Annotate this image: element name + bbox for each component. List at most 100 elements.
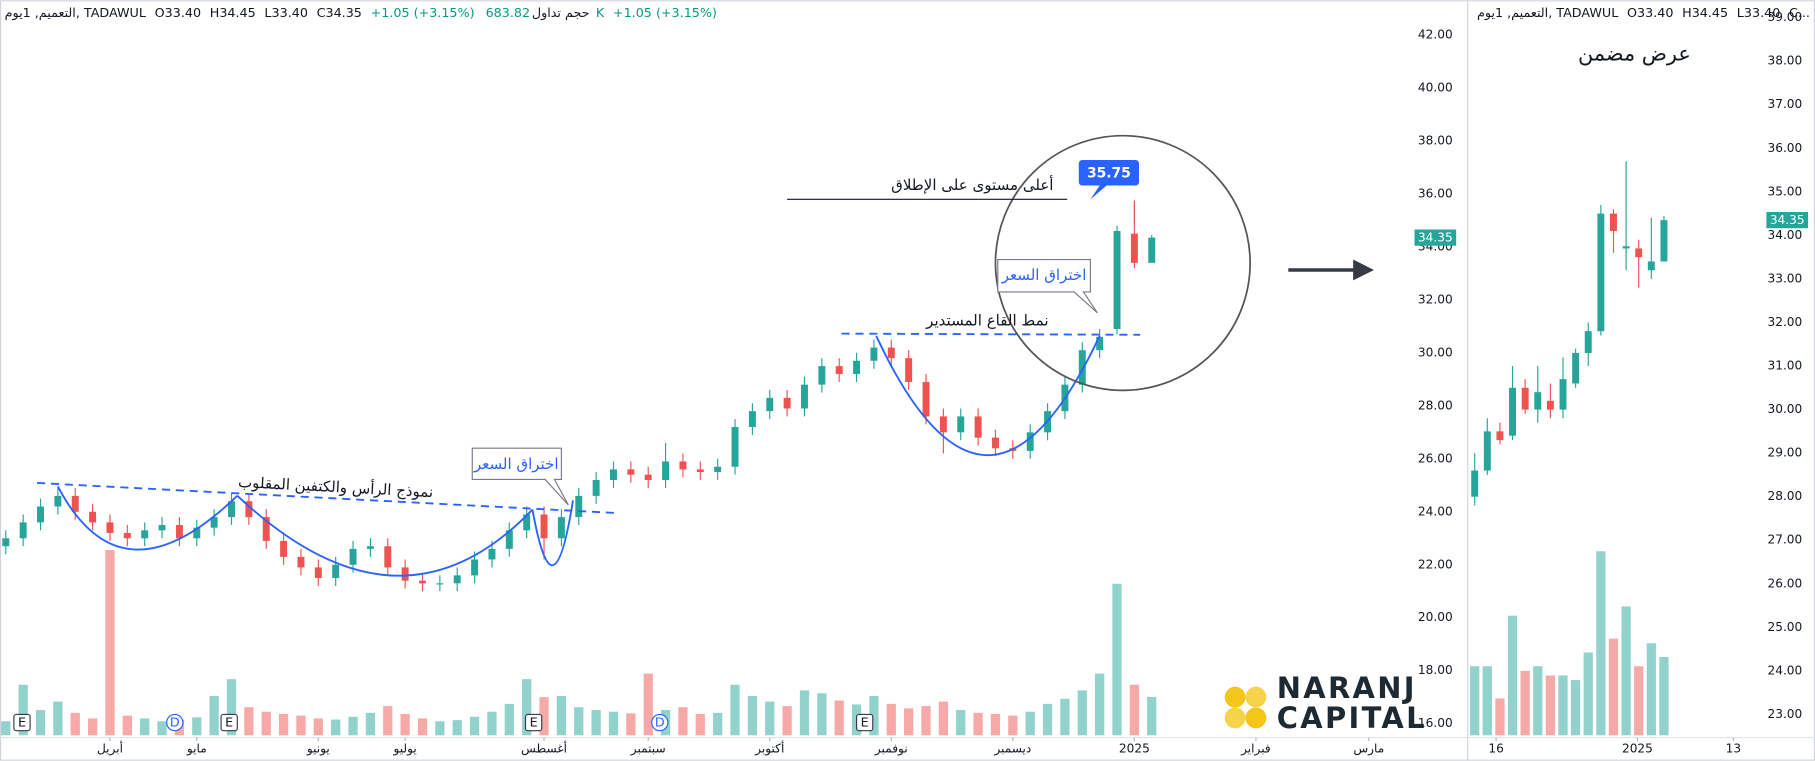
candle-body <box>488 548 496 560</box>
candle-body <box>401 567 409 581</box>
candle-body <box>297 556 305 568</box>
y-tick-label: 39.00 <box>1768 10 1803 24</box>
ath-tag-label: 35.75 <box>1087 165 1131 181</box>
candle-body <box>922 381 930 417</box>
volume-bar <box>643 673 653 736</box>
candle-body <box>557 517 565 539</box>
candle-body <box>731 427 739 467</box>
x-tick-label: 2025 <box>1119 742 1150 756</box>
marks: 16.00 18.00 20.00 22.00 24.00 26.00 28.00 30.00… <box>1 10 1809 757</box>
y-tick-label: 24.00 <box>1768 663 1803 677</box>
volume-bar <box>1583 652 1593 736</box>
y-tick-label: 34.00 <box>1768 228 1803 242</box>
volume-bar <box>53 701 63 736</box>
candle-body <box>228 501 235 518</box>
volume-bar <box>1 721 11 736</box>
event-marker <box>13 713 31 732</box>
logo-mark <box>1245 686 1267 708</box>
logo-mark <box>1224 686 1246 708</box>
right-shoulder <box>531 500 574 567</box>
event-marker <box>651 713 669 732</box>
event-marker <box>855 713 874 732</box>
candle-body <box>384 546 392 568</box>
volume-bar <box>1659 657 1669 736</box>
logo-mark <box>1245 707 1267 729</box>
volume-bar <box>1545 675 1556 736</box>
volume-bar <box>365 712 376 736</box>
candle-body <box>523 514 531 531</box>
header-symbol: التعميم, 1يوم, TADAWUL <box>1477 5 1619 20</box>
volume-bar <box>1470 666 1480 736</box>
candle-body <box>853 360 861 375</box>
volume-bar <box>1112 583 1122 736</box>
volume-bar <box>765 701 775 736</box>
x-tick-label: أكتوبر <box>754 741 784 757</box>
y-tick-label: 38.00 <box>1418 133 1453 147</box>
y-tick-label: 23.00 <box>1768 707 1803 721</box>
ath-tag <box>1078 160 1140 186</box>
event-label: E <box>530 716 538 731</box>
candle-body <box>1130 233 1138 263</box>
candle-body <box>870 347 878 361</box>
candle-body <box>106 522 114 533</box>
candle-body <box>141 530 149 539</box>
y-tick-label: 31.00 <box>1768 359 1803 373</box>
volume-bar <box>331 719 341 736</box>
volume-bar <box>140 718 150 736</box>
y-tick-label: 26.00 <box>1418 451 1453 465</box>
candle-body <box>262 517 270 541</box>
y-tick-label: 38.00 <box>1768 54 1803 68</box>
candle-body <box>1534 392 1542 410</box>
volume-bar <box>192 717 202 736</box>
x-tick-label: ديسمبر <box>993 742 1031 757</box>
price-tag-label: 34.35 <box>1770 213 1805 227</box>
header-close: C... <box>1789 5 1810 20</box>
volume-bar <box>973 712 983 736</box>
y-tick-label: 25.00 <box>1768 620 1803 634</box>
y-tick-label: 26.00 <box>1768 576 1803 590</box>
candle-body <box>1597 213 1605 332</box>
volume-bar <box>782 706 792 736</box>
volume-bar <box>1129 684 1140 736</box>
volume-bar <box>122 715 132 736</box>
event-label: E <box>225 716 233 731</box>
candle-body <box>71 495 79 512</box>
volume-bar <box>261 711 271 736</box>
volume-bar <box>1520 670 1530 736</box>
volume-bar <box>1008 715 1018 736</box>
candle-body <box>1148 237 1156 263</box>
candle-body <box>332 564 340 579</box>
volume-bar <box>452 720 462 736</box>
volume-bar <box>695 713 705 736</box>
y-tick-label: 32.00 <box>1768 315 1803 329</box>
head <box>236 494 534 577</box>
candle-body <box>1096 336 1104 351</box>
x-tick-label: سبتمبر <box>630 742 666 757</box>
candle-body <box>1572 352 1580 384</box>
volume-bar <box>1596 551 1606 736</box>
price-tag <box>1766 212 1809 229</box>
rounding-bottom <box>875 335 1101 456</box>
candle-body <box>766 397 774 412</box>
volume-bar <box>296 715 306 736</box>
header-high: H34.45 <box>210 5 256 20</box>
candle-body <box>957 416 965 433</box>
volume-bar <box>1042 703 1053 736</box>
candle-body <box>1559 379 1567 410</box>
x-tick-label: يوليو <box>392 742 416 757</box>
x-tick-label: 2025 <box>1622 742 1653 756</box>
volume-bar <box>157 721 167 736</box>
logo-mark <box>1224 707 1246 729</box>
volume-bar <box>400 713 410 736</box>
candle-body <box>193 527 201 539</box>
volume-bar <box>18 684 28 736</box>
y-tick-label: 29.00 <box>1768 446 1803 460</box>
candle-body <box>1113 231 1121 330</box>
annotation: اختراق السعر <box>1001 266 1087 284</box>
volume-bar <box>348 716 358 736</box>
y-tick-label: 35.00 <box>1768 184 1803 198</box>
candle-body <box>1622 246 1630 249</box>
y-tick-label: 42.00 <box>1418 27 1453 41</box>
y-tick-label: 27.00 <box>1768 533 1803 547</box>
header-change: +1.05 (+3.15%) <box>371 5 475 20</box>
